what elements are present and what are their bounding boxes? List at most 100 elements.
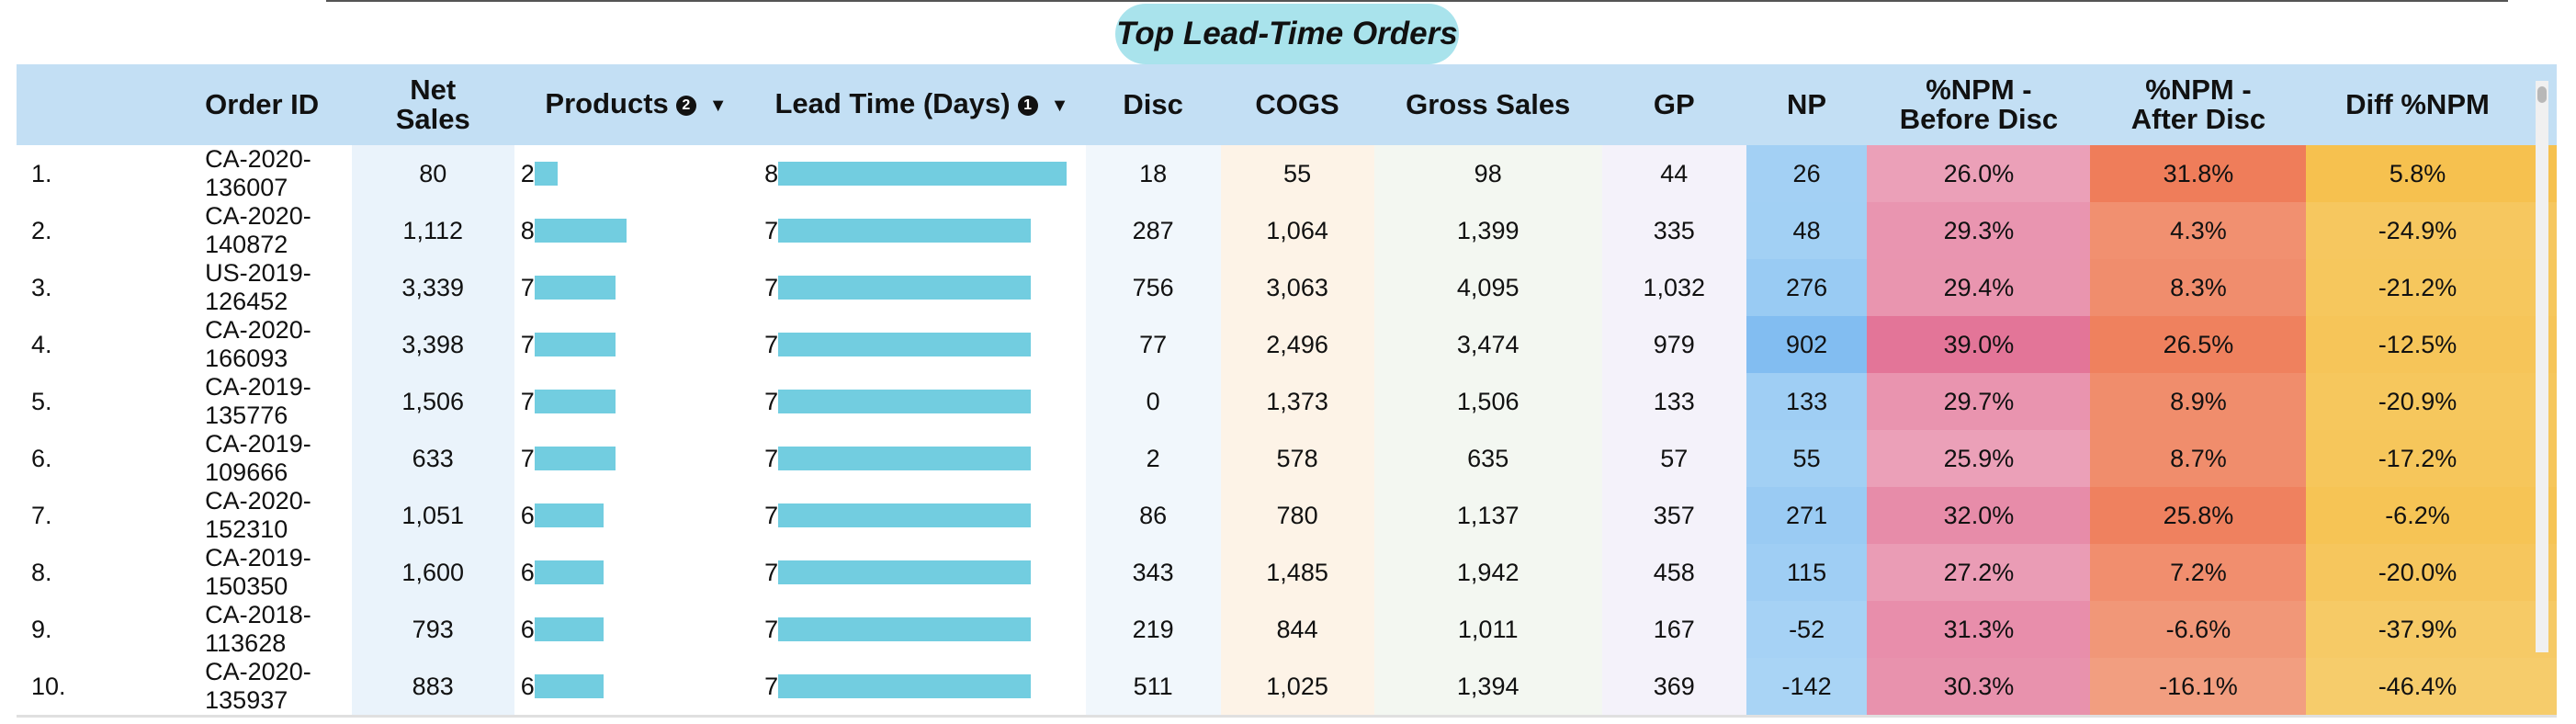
- table-row[interactable]: 9. CA-2018-113628 793 6 7 219 844 1,011 167 -52 31…: [17, 601, 2557, 658]
- diff-npm-cell: -6.2%: [2306, 487, 2529, 544]
- net-sales-cell: 883: [351, 658, 514, 715]
- table-row[interactable]: 2. CA-2020-140872 1,112 8 7 287 1,064 1,399 335 4…: [17, 202, 2557, 259]
- lead-time-cell: 7: [758, 202, 1086, 259]
- products-cell: 6: [514, 487, 758, 544]
- header-npm-before-line2: Before Disc: [1899, 103, 2059, 135]
- npm-after-cell: 7.2%: [2090, 544, 2307, 601]
- gp-cell: 44: [1601, 145, 1746, 202]
- table-row[interactable]: 4. CA-2020-166093 3,398 7 7 77 2,496 3,474 979 90…: [17, 316, 2557, 373]
- products-cell: 8: [514, 202, 758, 259]
- table-row[interactable]: 6. CA-2019-109666 633 7 7 2 578 635 57 55 25.9% 8.7…: [17, 430, 2557, 487]
- lead-time-cell-bar: [778, 560, 1032, 584]
- np-cell: 115: [1746, 544, 1868, 601]
- disc-cell: 2: [1085, 430, 1221, 487]
- order-id-cell: US-2019-126452: [205, 259, 311, 315]
- header-order-id[interactable]: Order ID: [205, 88, 320, 120]
- diff-npm-cell: -12.5%: [2306, 316, 2529, 373]
- gross-sales-cell: 3,474: [1373, 316, 1602, 373]
- order-id-cell: CA-2020-140872: [205, 202, 311, 258]
- header-disc[interactable]: Disc: [1123, 88, 1183, 120]
- net-sales-cell: 1,112: [351, 202, 514, 259]
- disc-cell: 287: [1085, 202, 1221, 259]
- diff-npm-cell: -46.4%: [2306, 658, 2529, 715]
- table-row[interactable]: 1. CA-2020-136007 80 2 8 18 55 98 44 26 26.0% 31.8%…: [17, 145, 2557, 202]
- gp-cell: 979: [1601, 316, 1746, 373]
- npm-after-cell: 26.5%: [2090, 316, 2307, 373]
- products-cell: 7: [514, 373, 758, 430]
- caret-down-icon[interactable]: ▼: [1050, 95, 1069, 116]
- products-cell-bar: [534, 503, 604, 527]
- products-cell: 7: [514, 316, 758, 373]
- header-npm-before[interactable]: %NPM - Before Disc: [1867, 64, 2090, 145]
- products-cell: 7: [514, 259, 758, 316]
- header-np[interactable]: NP: [1787, 88, 1827, 120]
- sort-priority-badge: 2: [675, 95, 696, 116]
- lead-time-cell-value: 7: [764, 615, 779, 643]
- gp-cell: 335: [1601, 202, 1746, 259]
- lead-time-cell: 7: [758, 658, 1086, 715]
- npm-before-cell: 25.9%: [1867, 430, 2091, 487]
- npm-before-cell: 26.0%: [1867, 145, 2091, 202]
- cogs-cell: 1,064: [1220, 202, 1374, 259]
- diff-npm-cell: -17.2%: [2306, 430, 2529, 487]
- lead-time-cell-bar: [778, 503, 1032, 527]
- npm-before-cell: 29.4%: [1867, 259, 2091, 316]
- products-cell-bar: [534, 674, 604, 698]
- npm-after-cell: 31.8%: [2090, 145, 2307, 202]
- header-lead-time-label: Lead Time (Days): [774, 87, 1011, 120]
- row-index: 4.: [31, 330, 52, 358]
- np-cell: -52: [1746, 601, 1868, 658]
- np-cell: 48: [1746, 202, 1868, 259]
- header-lead-time[interactable]: Lead Time (Days) 1 ▼: [758, 64, 1086, 145]
- cogs-cell: 578: [1220, 430, 1374, 487]
- products-cell-value: 8: [520, 216, 535, 244]
- header-net-sales[interactable]: Net Sales: [352, 64, 514, 145]
- order-id-cell: CA-2019-135776: [205, 373, 311, 429]
- diff-npm-cell: 5.8%: [2306, 145, 2529, 202]
- np-cell: 276: [1746, 259, 1868, 316]
- gp-cell: 458: [1601, 544, 1746, 601]
- table-row[interactable]: 10. CA-2020-135937 883 6 7 511 1,025 1,394 369 -1…: [17, 658, 2557, 715]
- lead-time-cell-bar: [778, 333, 1032, 356]
- scrollbar-thumb[interactable]: [2537, 86, 2547, 103]
- header-gp[interactable]: GP: [1653, 88, 1695, 120]
- products-cell-value: 2: [520, 159, 535, 187]
- lead-time-cell: 7: [758, 601, 1086, 658]
- header-cogs[interactable]: COGS: [1255, 88, 1339, 120]
- lead-time-cell-value: 7: [764, 387, 779, 415]
- disc-cell: 18: [1085, 145, 1221, 202]
- npm-before-cell: 30.3%: [1867, 658, 2091, 715]
- disc-cell: 756: [1085, 259, 1221, 316]
- header-npm-after[interactable]: %NPM - After Disc: [2090, 64, 2306, 145]
- products-cell: 6: [514, 658, 758, 715]
- gp-cell: 167: [1601, 601, 1746, 658]
- caret-down-icon[interactable]: ▼: [708, 95, 728, 116]
- table-row[interactable]: 3. US-2019-126452 3,339 7 7 756 3,063 4,095 1,03…: [17, 259, 2557, 316]
- net-sales-cell: 1,051: [351, 487, 514, 544]
- lead-time-cell: 8: [758, 145, 1086, 202]
- cogs-cell: 780: [1220, 487, 1374, 544]
- lead-time-cell-value: 7: [764, 216, 779, 244]
- lead-time-cell-value: 7: [764, 444, 779, 472]
- table-row[interactable]: 5. CA-2019-135776 1,506 7 7 0 1,373 1,506 133 133…: [17, 373, 2557, 430]
- npm-before-cell: 31.3%: [1867, 601, 2091, 658]
- header-products-label: Products: [545, 87, 669, 120]
- row-index: 9.: [31, 615, 52, 643]
- lead-time-cell-bar: [778, 617, 1032, 641]
- gp-cell: 1,032: [1601, 259, 1746, 316]
- disc-cell: 343: [1085, 544, 1221, 601]
- net-sales-cell: 793: [351, 601, 514, 658]
- diff-npm-cell: -20.0%: [2306, 544, 2529, 601]
- header-gross-sales[interactable]: Gross Sales: [1406, 88, 1571, 120]
- npm-before-cell: 29.3%: [1867, 202, 2091, 259]
- header-diff-npm[interactable]: Diff %NPM: [2345, 88, 2490, 120]
- vertical-scrollbar[interactable]: [2536, 81, 2548, 652]
- header-products[interactable]: Products 2 ▼: [514, 64, 758, 145]
- table-bottom-border: [17, 715, 2557, 718]
- lead-time-cell: 7: [758, 259, 1086, 316]
- table-row[interactable]: 8. CA-2019-150350 1,600 6 7 343 1,485 1,942 458 1…: [17, 544, 2557, 601]
- npm-before-cell: 29.7%: [1867, 373, 2091, 430]
- table-row[interactable]: 7. CA-2020-152310 1,051 6 7 86 780 1,137 357 271 3…: [17, 487, 2557, 544]
- row-index: 2.: [31, 216, 52, 244]
- npm-after-cell: 25.8%: [2090, 487, 2307, 544]
